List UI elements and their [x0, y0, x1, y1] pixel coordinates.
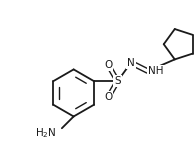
Text: S: S: [114, 76, 121, 86]
Text: O: O: [104, 60, 113, 70]
Text: O: O: [104, 92, 113, 102]
Text: H$_2$N: H$_2$N: [35, 126, 57, 140]
Text: NH: NH: [148, 66, 163, 76]
Text: N: N: [127, 58, 135, 68]
